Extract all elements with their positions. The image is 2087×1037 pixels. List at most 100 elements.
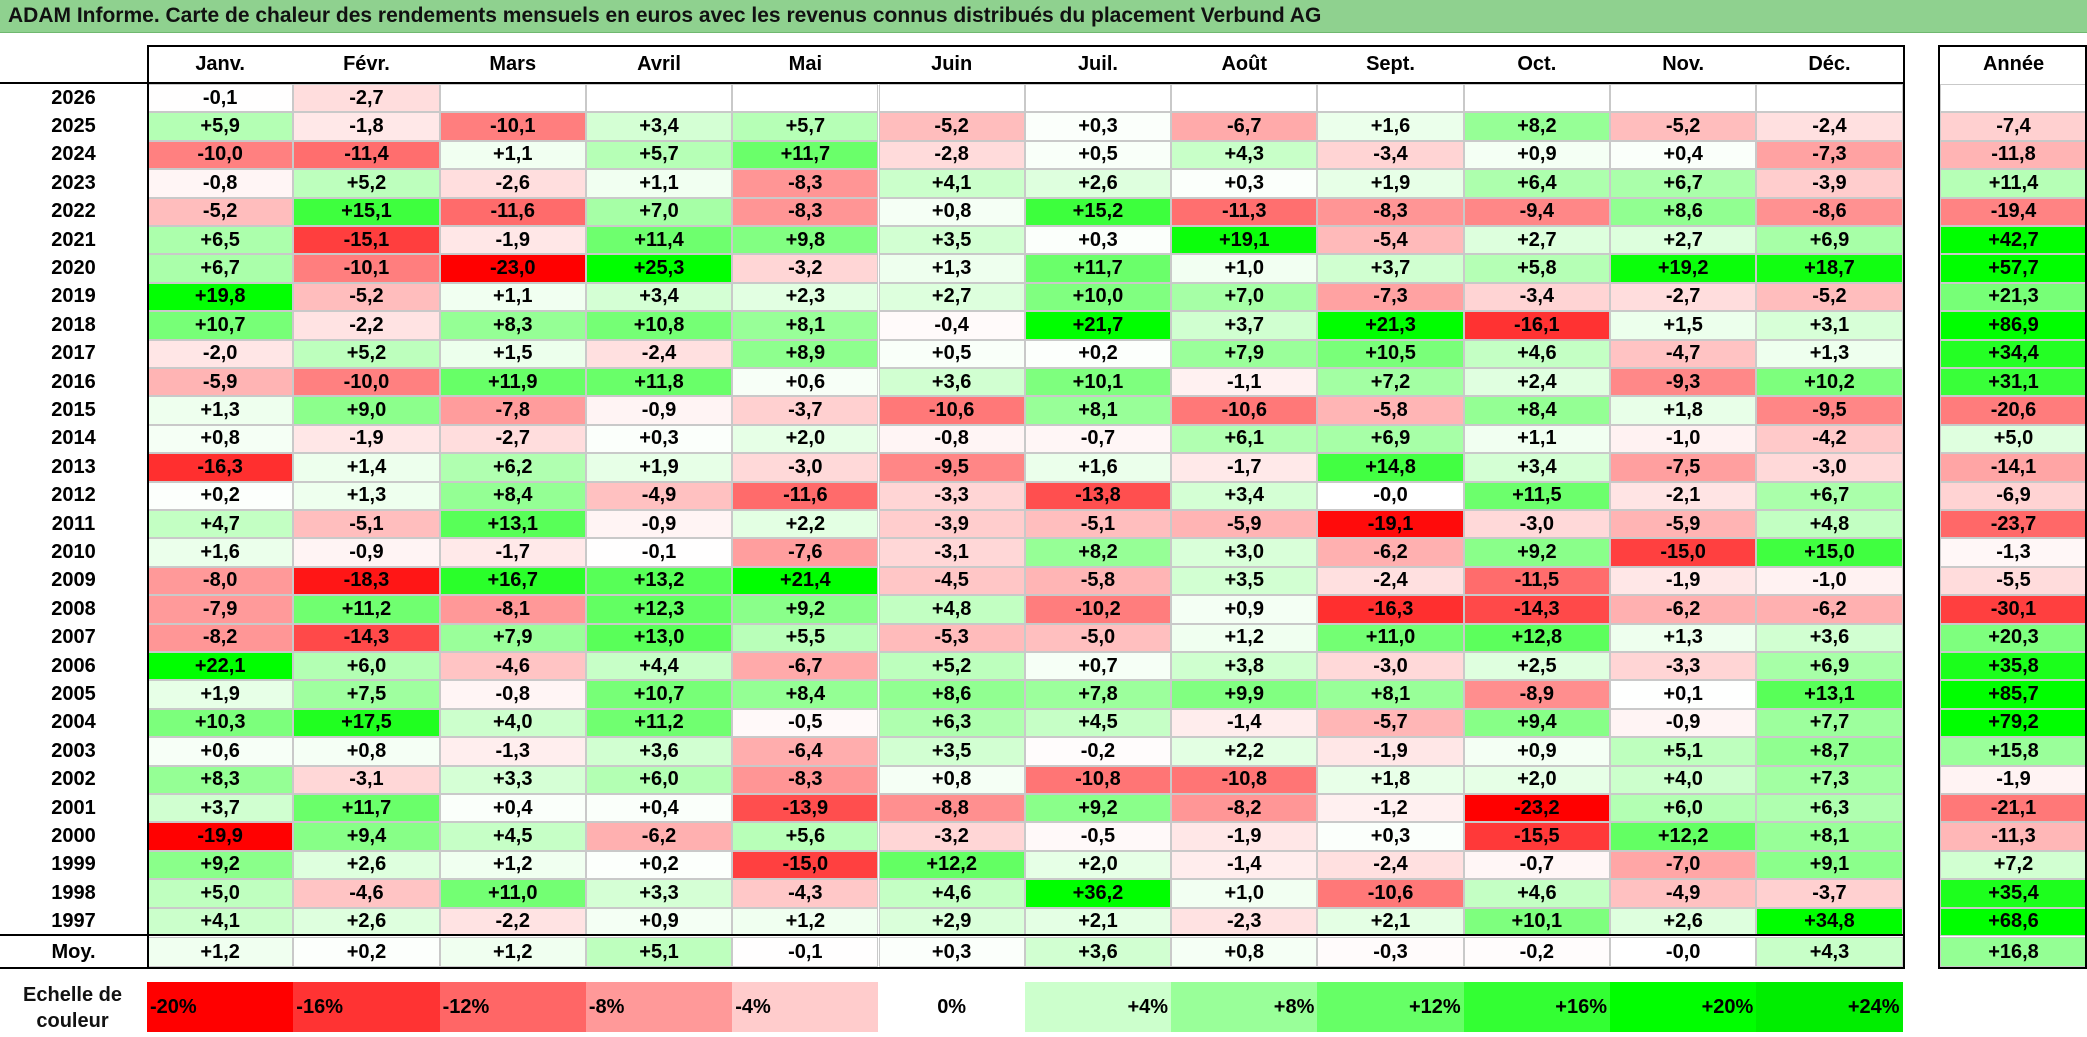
heatmap-cell: -23,2 — [1463, 794, 1610, 823]
annual-cell: +86,9 — [1940, 311, 2087, 340]
heatmap-cell: +5,2 — [293, 339, 440, 368]
heatmap-cell — [585, 84, 733, 113]
heatmap-cell: +0,4 — [1610, 140, 1757, 170]
month-header: Déc. — [1756, 47, 1903, 82]
heatmap-cell: +0,8 — [293, 737, 440, 766]
heatmap-cell: +10,5 — [1317, 339, 1464, 368]
heatmap-cell: -0,9 — [585, 396, 733, 425]
heatmap-cell: +1,1 — [439, 282, 586, 312]
year-label: 2012 — [0, 481, 147, 510]
chart-title: ADAM Informe. Carte de chaleur des rende… — [8, 4, 1322, 27]
annual-cell: -30,1 — [1940, 595, 2087, 624]
heatmap-cell: -5,8 — [1317, 396, 1464, 425]
heatmap-cell: +11,8 — [585, 368, 733, 397]
heatmap-cell: +2,9 — [878, 907, 1025, 936]
heatmap-cell: +0,8 — [878, 197, 1025, 226]
heatmap-cell: +10,1 — [1463, 907, 1610, 936]
heatmap-cell: +0,5 — [878, 339, 1025, 368]
heatmap-cell: -5,1 — [1024, 510, 1172, 539]
year-label: 2002 — [0, 765, 147, 794]
heatmap-cell: +1,1 — [585, 169, 733, 198]
heatmap-cell: -9,5 — [878, 453, 1025, 482]
heatmap-cell: -1,9 — [293, 424, 440, 454]
heatmap-cell: -0,8 — [439, 680, 586, 709]
heatmap-cell: +4,6 — [1463, 879, 1610, 908]
heatmap-cell: -15,1 — [293, 226, 440, 255]
heatmap-cell: -1,0 — [1610, 424, 1757, 454]
heatmap-cell: +9,4 — [1463, 708, 1610, 738]
heatmap-cell: +1,8 — [1317, 765, 1464, 794]
heatmap-cell: +18,7 — [1756, 254, 1903, 283]
annual-cell: -5,5 — [1940, 566, 2087, 596]
heatmap-cell: +2,0 — [1463, 765, 1610, 794]
heatmap-cell: +2,2 — [732, 510, 879, 539]
heatmap-cell: -10,2 — [1024, 595, 1172, 624]
heatmap-cell: +1,6 — [1317, 112, 1464, 141]
heatmap-cell: -7,3 — [1756, 140, 1903, 170]
heatmap-cell: +3,6 — [585, 737, 733, 766]
year-label: 2005 — [0, 680, 147, 709]
heatmap-cell: -3,7 — [732, 396, 879, 425]
heatmap-cell: -3,4 — [1317, 140, 1464, 170]
heatmap-cell: -11,4 — [293, 140, 440, 170]
annual-cell: +79,2 — [1940, 708, 2087, 738]
color-scale-stop: -20% — [147, 982, 294, 1032]
color-scale-stop: +20% — [1610, 982, 1757, 1032]
heatmap-cell: +1,2 — [439, 850, 586, 880]
heatmap-cell: +1,3 — [878, 254, 1025, 283]
annual-cell: +7,2 — [1940, 850, 2087, 880]
heatmap-cell: -6,7 — [732, 652, 879, 681]
heatmap-cell: +5,9 — [147, 112, 294, 141]
heatmap-cell: -5,1 — [293, 510, 440, 539]
month-header: Mai — [732, 47, 879, 82]
heatmap-cell: +13,2 — [585, 566, 733, 596]
heatmap-cell: -10,8 — [1024, 765, 1172, 794]
annual-cell: +34,4 — [1940, 339, 2087, 368]
heatmap-cell: +3,4 — [585, 282, 733, 312]
heatmap-cell: +2,6 — [293, 850, 440, 880]
heatmap-cell: +2,6 — [1610, 907, 1757, 936]
heatmap-cell: +1,6 — [147, 538, 294, 567]
heatmap-cell: +9,8 — [732, 226, 879, 255]
heatmap-cell: -8,1 — [439, 595, 586, 624]
heatmap-cell: -5,2 — [1610, 112, 1757, 141]
color-scale-stop: -12% — [439, 982, 586, 1032]
heatmap-cell: -10,1 — [293, 254, 440, 283]
heatmap-cell: -4,6 — [293, 879, 440, 908]
heatmap-cell: +1,0 — [1171, 254, 1318, 283]
heatmap-cell: +8,9 — [732, 339, 879, 368]
heatmap-cell: -19,1 — [1317, 510, 1464, 539]
heatmap-cell: -2,7 — [1610, 282, 1757, 312]
heatmap-cell: -1,7 — [439, 538, 586, 567]
month-header: Août — [1171, 47, 1318, 82]
heatmap-cell: -5,2 — [1756, 282, 1903, 312]
average-cell: +1,2 — [147, 937, 294, 967]
heatmap-cell: +10,7 — [147, 311, 294, 340]
year-label: 2006 — [0, 652, 147, 681]
year-label: 2016 — [0, 368, 147, 397]
annual-cell: +21,3 — [1940, 282, 2087, 312]
heatmap-cell: -6,7 — [1171, 112, 1318, 141]
heatmap-cell: -5,9 — [1610, 510, 1757, 539]
heatmap-cell: +21,7 — [1024, 311, 1172, 340]
month-header: Juil. — [1024, 47, 1172, 82]
average-cell: -0,1 — [732, 937, 879, 967]
heatmap-cell — [1171, 84, 1318, 113]
year-label: 2024 — [0, 140, 147, 170]
annual-cell: -7,4 — [1940, 112, 2087, 141]
heatmap-cell: +7,0 — [585, 197, 733, 226]
heatmap-cell: -5,3 — [878, 623, 1025, 652]
heatmap-cell: +6,9 — [1756, 226, 1903, 255]
heatmap-cell: +4,0 — [1610, 765, 1757, 794]
heatmap-cell: +15,0 — [1756, 538, 1903, 567]
annual-cell: -23,7 — [1940, 510, 2087, 539]
heatmap-cell: +3,7 — [1317, 254, 1464, 283]
year-label: 2003 — [0, 737, 147, 766]
heatmap-cell: -8,2 — [147, 623, 294, 652]
heatmap-cell: +11,9 — [439, 368, 586, 397]
heatmap-cell: +8,6 — [878, 680, 1025, 709]
heatmap-cell: +2,1 — [1024, 907, 1172, 936]
month-header: Janv. — [147, 47, 294, 82]
annual-cell: -6,9 — [1940, 481, 2087, 510]
heatmap-cell: +11,2 — [585, 708, 733, 738]
